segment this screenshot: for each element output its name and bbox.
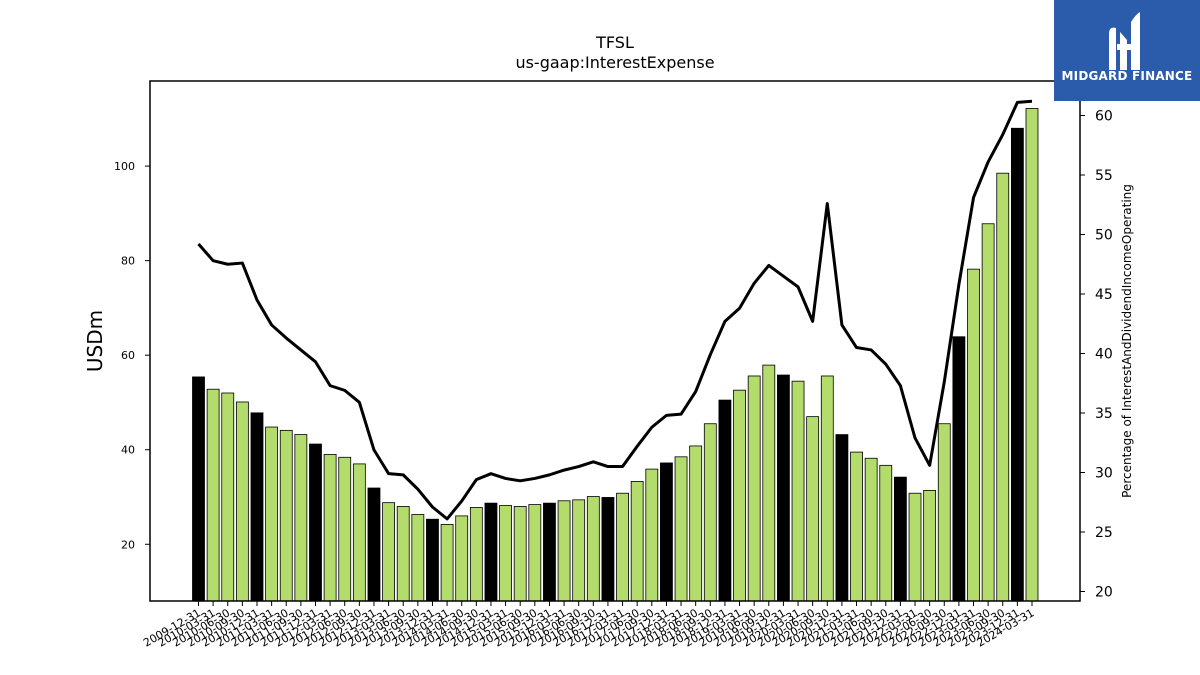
bar <box>820 375 834 602</box>
bar <box>923 489 937 602</box>
y-tick-label: 100 <box>114 160 135 173</box>
bar <box>513 506 527 602</box>
left-axis: 20 40 60 80 100 <box>114 160 150 551</box>
bar <box>440 524 454 602</box>
bar <box>499 505 512 602</box>
bar <box>396 506 410 602</box>
bar <box>879 464 893 602</box>
brand-name: MIDGARD FINANCE <box>1061 69 1193 83</box>
right-axis: 20 25 30 35 40 45 50 55 60 <box>1080 109 1113 600</box>
y2-tick-label: 25 <box>1095 525 1113 541</box>
bar <box>469 506 483 602</box>
bar <box>703 423 717 602</box>
midgard-m-logo-icon <box>1109 12 1140 71</box>
bar <box>484 502 498 602</box>
bar <box>660 462 673 602</box>
bar <box>1010 127 1024 602</box>
bar <box>630 480 644 602</box>
bar <box>893 476 907 602</box>
bar <box>382 502 396 602</box>
bar-series <box>192 108 1039 602</box>
bar <box>835 434 849 602</box>
bar <box>981 223 995 602</box>
bar <box>689 445 703 602</box>
y2-axis-label: Percentage of InterestAndDividendIncomeO… <box>1120 184 1134 498</box>
bar <box>572 499 586 602</box>
bar <box>192 376 205 602</box>
bar <box>806 416 820 602</box>
bar <box>1025 108 1039 602</box>
y-tick-label: 40 <box>121 444 135 457</box>
bar <box>733 389 746 602</box>
bar <box>645 468 659 602</box>
bar <box>279 429 293 602</box>
y2-tick-label: 35 <box>1095 406 1113 422</box>
bar <box>937 423 951 602</box>
y2-tick-label: 30 <box>1095 465 1113 481</box>
brand-logo: MIDGARD FINANCE <box>1054 0 1200 101</box>
y2-tick-label: 20 <box>1095 584 1113 600</box>
line-series <box>197 99 1033 521</box>
bar <box>206 388 220 602</box>
bar <box>426 518 439 602</box>
y2-tick-label: 55 <box>1095 168 1113 184</box>
y-axis-label: USDm <box>83 310 107 372</box>
bar <box>411 514 425 602</box>
bar <box>338 456 352 602</box>
y2-tick-label: 45 <box>1095 287 1113 303</box>
chart-subtitle: us-gaap:InterestExpense <box>515 53 714 72</box>
series-line <box>197 99 1033 521</box>
bar <box>864 457 878 602</box>
bar <box>952 336 966 602</box>
bar <box>367 487 381 602</box>
bar <box>967 268 980 602</box>
bar <box>996 172 1010 602</box>
bar <box>543 502 556 602</box>
bar <box>352 463 366 602</box>
bar <box>908 492 922 602</box>
y-tick-label: 60 <box>121 349 135 362</box>
bar <box>528 504 542 602</box>
y-tick-label: 80 <box>121 255 135 268</box>
bar <box>323 454 337 602</box>
chart-title: TFSL <box>595 33 634 52</box>
bar <box>455 515 469 602</box>
bar <box>850 451 863 602</box>
bar <box>777 374 790 602</box>
x-axis: 2009-12-312010-03-312010-06-302010-09-30… <box>141 601 1037 650</box>
bar <box>718 399 732 602</box>
bar <box>250 412 264 602</box>
bar <box>791 380 805 602</box>
bar <box>616 492 629 602</box>
y2-tick-label: 60 <box>1095 109 1113 125</box>
bar <box>601 497 615 602</box>
bar <box>235 401 249 602</box>
bar <box>221 392 235 602</box>
bar <box>294 434 308 602</box>
plot-frame <box>149 80 1081 602</box>
bar <box>265 426 279 602</box>
bar <box>309 443 322 602</box>
bar <box>674 456 688 602</box>
bar <box>557 500 571 602</box>
y-tick-label: 20 <box>121 538 135 551</box>
bar <box>747 375 761 602</box>
bar <box>762 364 776 602</box>
y2-tick-label: 50 <box>1095 228 1113 244</box>
y2-tick-label: 40 <box>1095 346 1113 362</box>
bar <box>586 496 600 602</box>
